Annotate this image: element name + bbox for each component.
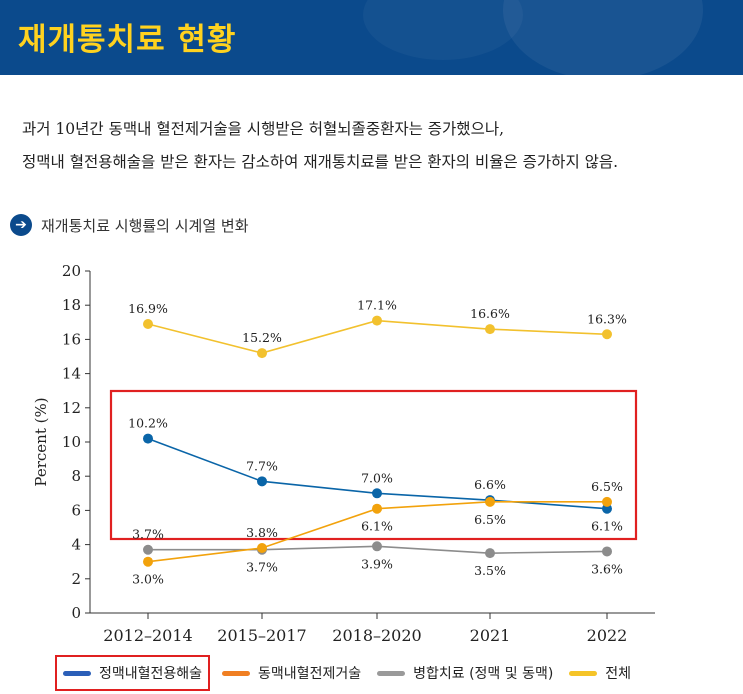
legend-item: 정맥내혈전용해술 [55,655,211,691]
legend-swatch [222,670,251,676]
data-point [485,548,495,559]
data-point [602,496,612,507]
y-tick-label: 18 [62,296,81,314]
data-label: 3.9% [361,556,393,571]
legend-label: 정맥내혈전용해술 [99,666,203,682]
data-label: 6.5% [591,479,623,494]
highlight-box [109,389,638,541]
data-label: 16.9% [128,301,168,316]
data-point [143,556,153,567]
section-title: 재개통치료 시행률의 시계열 변화 [41,216,249,235]
y-tick-label: 16 [62,330,81,348]
data-point [257,348,267,359]
page-header: 재개통치료 현황 [0,0,743,75]
y-tick-label: 2 [71,570,81,588]
legend-item: 병합치료 (정맥 및 동맥) [377,663,553,683]
y-tick-label: 8 [71,467,81,485]
y-tick-label: 12 [62,399,81,417]
x-tick-label: 2018–2020 [332,626,421,645]
data-point [372,541,382,552]
legend-label: 전체 [605,666,632,682]
legend-item: 전체 [569,663,631,683]
y-tick-label: 6 [71,501,81,519]
data-label: 6.1% [591,519,623,534]
data-label: 6.5% [474,512,506,527]
chart-legend: 정맥내혈전용해술 동맥내혈전제거술 병합치료 (정맥 및 동맥) 전체 [55,653,647,693]
header-decoration [503,0,703,75]
description: 과거 10년간 동맥내 혈전제거술을 시행받은 허혈뇌졸중환자는 증가했으나, … [22,113,737,179]
data-label: 7.7% [246,458,278,473]
x-tick-label: 2021 [470,626,511,645]
data-label: 3.6% [591,561,623,576]
data-label: 15.2% [242,330,282,345]
data-point [602,329,612,340]
y-axis-label: Percent (%) [32,397,50,486]
legend-label: 병합치료 (정맥 및 동맥) [413,666,554,682]
data-label: 3.0% [132,572,164,587]
data-label: 16.3% [587,311,627,326]
data-point [485,324,495,335]
data-point [143,433,153,444]
data-point [257,476,267,487]
line-chart: 0 2 4 6 8 10 12 14 16 18 20 Percent (%) 2012–2014 201… [32,262,655,645]
data-point [143,319,153,330]
legend-swatch [569,670,598,676]
legend-swatch [63,670,91,676]
data-label: 6.6% [474,477,506,492]
y-tick-label: 0 [71,604,81,622]
data-label: 3.7% [132,527,164,542]
data-point [485,496,495,507]
data-point [372,503,382,514]
data-label: 10.2% [128,416,168,431]
legend-item: 동맥내혈전제거술 [222,663,361,683]
data-point [257,543,267,554]
data-label: 3.8% [246,525,278,540]
data-label: 17.1% [357,298,397,313]
data-point [372,488,382,499]
section-heading: ➔ 재개통치료 시행률의 시계열 변화 [10,213,249,237]
y-tick-label: 10 [62,433,81,451]
x-tick-label: 2015–2017 [217,626,306,645]
data-point [372,315,382,326]
data-label: 6.1% [361,519,393,534]
arrow-right-icon: ➔ [10,214,32,236]
y-tick-label: 20 [62,262,81,280]
data-point [143,544,153,555]
data-point [602,503,612,514]
page-title: 재개통치료 현황 [18,22,237,58]
header-decoration [363,0,523,60]
legend-swatch [377,670,406,676]
y-tick-label: 14 [62,365,81,383]
x-tick-label: 2022 [587,626,628,645]
data-point [602,546,612,557]
legend-label: 동맥내혈전제거술 [258,666,362,682]
data-label: 7.0% [361,470,393,485]
data-label: 16.6% [470,306,510,321]
x-tick-label: 2012–2014 [103,626,192,645]
description-line: 정맥내 혈전용해술을 받은 환자는 감소하여 재개통치료를 받은 환자의 비율은… [22,153,619,171]
y-tick-label: 4 [71,536,81,554]
description-line: 과거 10년간 동맥내 혈전제거술을 시행받은 허혈뇌졸중환자는 증가했으나, [22,120,505,138]
data-label: 3.5% [474,563,506,578]
data-label: 3.7% [246,560,278,575]
